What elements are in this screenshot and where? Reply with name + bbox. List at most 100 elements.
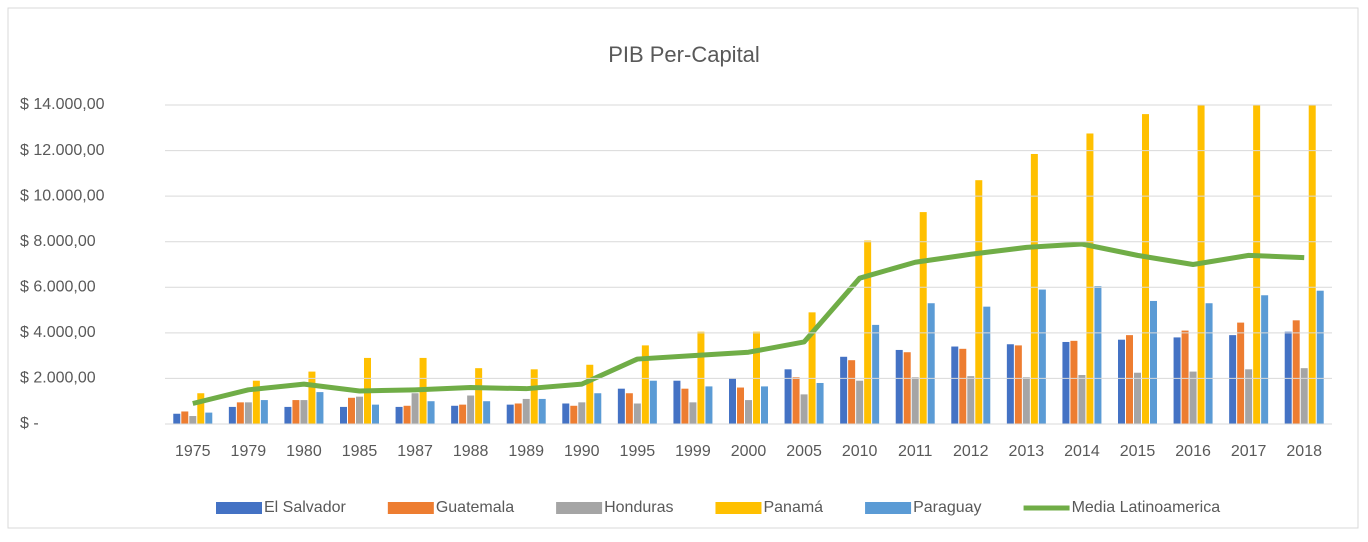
bar	[800, 394, 808, 424]
bar	[737, 387, 744, 424]
x-tick-label: 1980	[286, 443, 322, 460]
bar	[649, 380, 657, 424]
bar	[1030, 153, 1038, 424]
y-tick-label: $ 2.000,00	[20, 370, 96, 387]
bar	[919, 212, 927, 424]
bar	[570, 405, 578, 424]
bar	[697, 331, 705, 424]
bar	[538, 398, 546, 424]
bar	[617, 388, 625, 424]
bar	[506, 404, 514, 424]
bar	[308, 371, 316, 424]
bar	[753, 331, 760, 424]
bar	[236, 402, 244, 424]
y-tick-label: $ 12.000,00	[20, 142, 105, 159]
y-tick-label: $ 6.000,00	[20, 279, 96, 296]
bar	[300, 400, 308, 424]
x-tick-label: 1975	[175, 443, 211, 460]
y-tick-label: $ 4.000,00	[20, 324, 96, 341]
y-tick-label: $ 14.000,00	[20, 96, 105, 113]
bar	[1261, 295, 1269, 424]
x-tick-label: 2010	[842, 443, 878, 460]
legend-label: Media Latinoamerica	[1072, 499, 1221, 516]
bar	[951, 346, 959, 424]
plot-area	[173, 105, 1324, 424]
bar	[451, 405, 459, 424]
bar	[641, 345, 649, 424]
x-tick-label: 1987	[397, 443, 433, 460]
x-tick-label: 2013	[1009, 443, 1045, 460]
bar	[872, 324, 880, 424]
x-tick-label: 1979	[231, 443, 267, 460]
bar	[633, 403, 641, 424]
bar	[1292, 320, 1300, 424]
bar	[895, 349, 903, 424]
x-tick-label: 1988	[453, 443, 489, 460]
legend-label: Panamá	[763, 499, 823, 516]
bar	[1189, 371, 1197, 424]
bar	[784, 369, 792, 424]
x-tick-label: 2018	[1286, 443, 1322, 460]
bar	[356, 396, 363, 424]
bar	[1300, 368, 1308, 424]
bar	[792, 377, 800, 424]
bar	[284, 406, 292, 424]
bar	[1245, 369, 1253, 424]
bar	[1070, 340, 1078, 424]
bar	[514, 403, 522, 424]
bar	[562, 403, 570, 424]
bar	[1173, 337, 1181, 424]
x-tick-label: 2014	[1064, 443, 1100, 460]
bar	[181, 411, 189, 424]
bar	[1086, 133, 1094, 424]
y-tick-label: $ 10.000,00	[20, 187, 105, 204]
y-tick-label: $ -	[20, 415, 39, 432]
bar	[1038, 289, 1046, 424]
bar	[411, 393, 419, 424]
x-tick-label: 1989	[508, 443, 544, 460]
bar	[205, 412, 213, 424]
legend-swatch	[387, 502, 434, 514]
legend-label: Paraguay	[913, 499, 982, 516]
bar	[1006, 344, 1014, 424]
legend-label: Guatemala	[436, 499, 514, 516]
bar	[578, 402, 586, 424]
bar	[1316, 290, 1324, 424]
x-tick-label: 2012	[953, 443, 989, 460]
legend-swatch	[556, 502, 603, 514]
x-tick-label: 2016	[1175, 443, 1211, 460]
bar	[260, 400, 268, 424]
legend-swatch	[865, 502, 912, 514]
bar	[1205, 303, 1213, 424]
bar	[625, 393, 633, 424]
bar	[1078, 375, 1086, 424]
bar	[189, 416, 197, 424]
bar	[689, 402, 697, 424]
bar	[173, 413, 181, 424]
bar	[967, 376, 975, 424]
bar	[197, 393, 205, 424]
bar	[808, 312, 816, 424]
legend-swatch	[715, 502, 762, 514]
bar	[522, 398, 530, 424]
bar	[427, 401, 435, 424]
bar	[983, 306, 991, 424]
x-tick-label: 2011	[898, 443, 933, 460]
bar	[729, 378, 736, 424]
bar	[403, 405, 411, 424]
legend-label: Honduras	[604, 499, 673, 516]
bar	[1284, 331, 1292, 424]
bar	[864, 240, 872, 424]
bar	[1308, 105, 1316, 424]
bar	[1062, 341, 1070, 424]
bar	[903, 352, 911, 424]
bar	[483, 401, 491, 424]
bar	[292, 400, 300, 424]
bar	[1253, 105, 1261, 424]
bar	[1181, 330, 1189, 424]
bar	[816, 382, 824, 424]
bar	[530, 369, 538, 424]
bar	[459, 404, 467, 424]
bar	[244, 402, 252, 424]
